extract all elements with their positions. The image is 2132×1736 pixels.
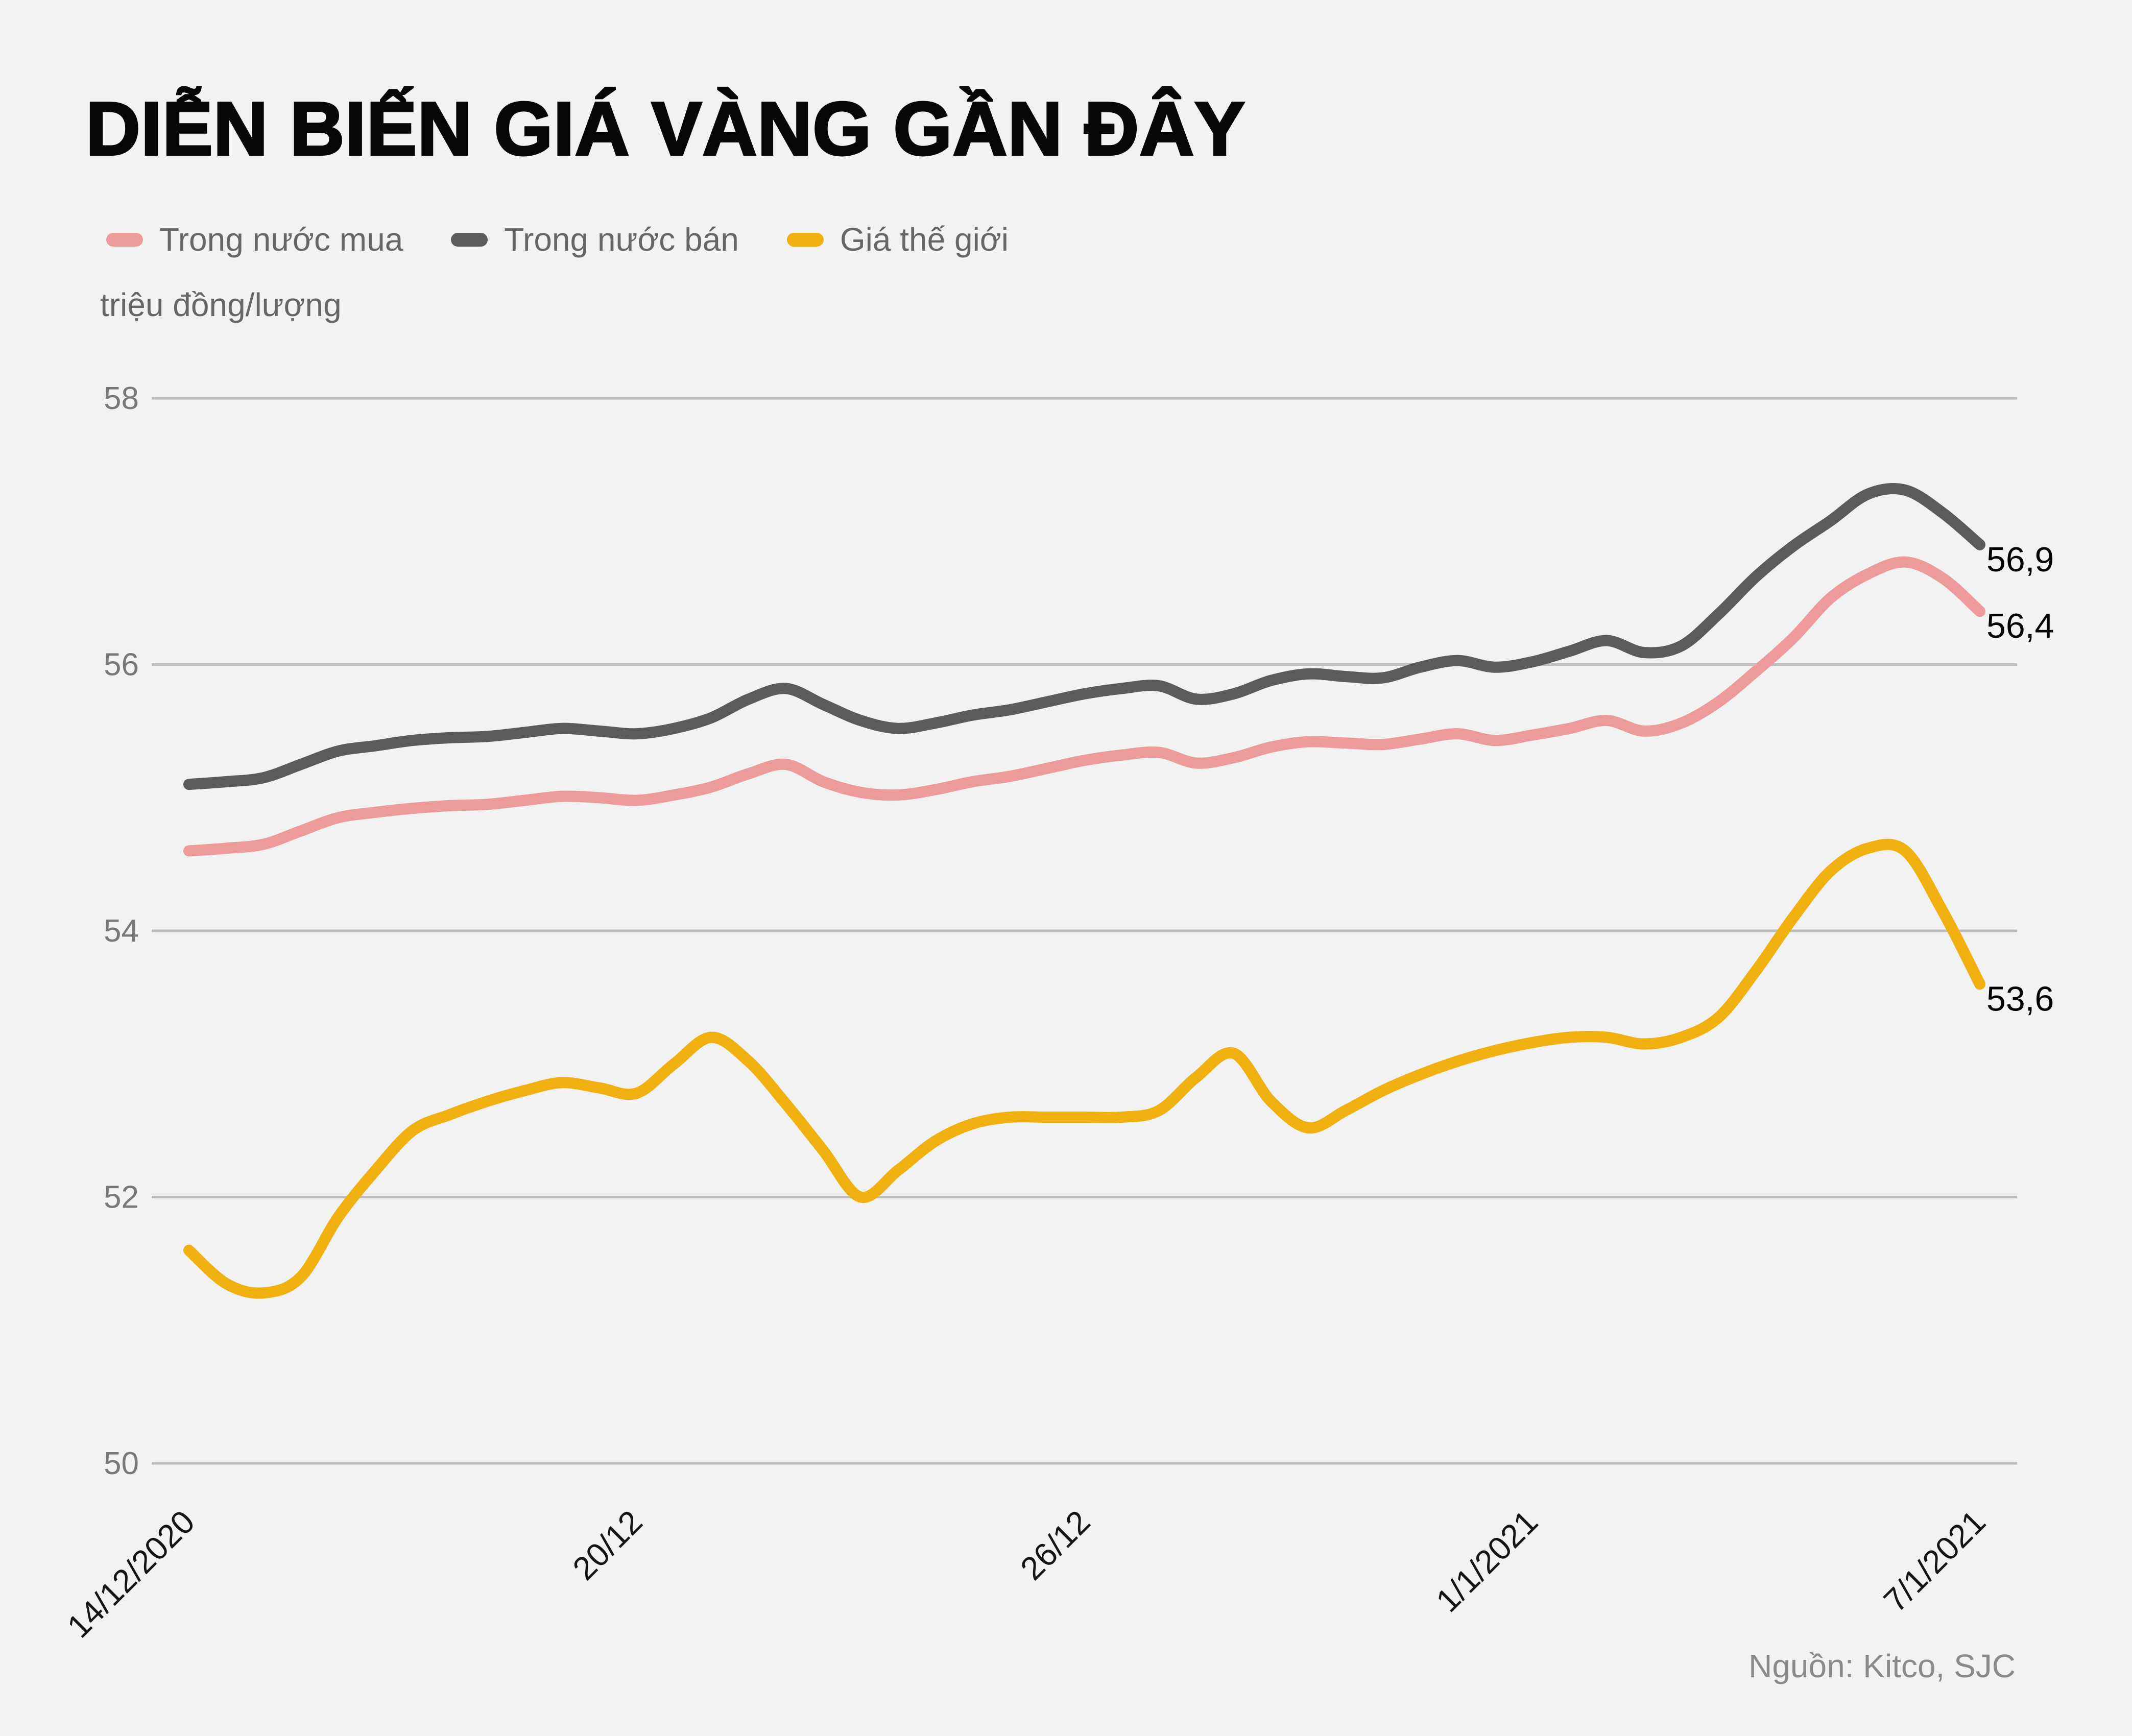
series-end-value-label: 53,6	[1986, 979, 2054, 1018]
y-tick-label-58: 58	[104, 381, 139, 416]
legend-marker-icon	[786, 232, 824, 247]
series-end-value-label: 56,9	[1986, 540, 2054, 579]
legend-item-0: Trong nước mua	[106, 221, 403, 258]
series-line-2	[183, 838, 1985, 1299]
y-tick-label-50: 50	[104, 1446, 139, 1481]
legend-item-2: Giá thế giới	[786, 221, 1009, 258]
legend-marker-icon	[451, 232, 488, 247]
legend-label: Giá thế giới	[840, 221, 1009, 258]
legend: Trong nước mua Trong nước bán Giá thế giới	[106, 221, 1009, 258]
legend-label: Trong nước bán	[504, 221, 739, 258]
x-tick-label: 14/12/2020	[60, 1503, 201, 1645]
legend-marker-icon	[106, 232, 143, 247]
x-tick-label: 7/1/2021	[1877, 1503, 1993, 1619]
series-line-1	[183, 483, 1985, 790]
series-end-value-label: 56,4	[1986, 607, 2054, 645]
series-line-0	[183, 556, 1985, 857]
legend-label: Trong nước mua	[159, 221, 403, 258]
x-tick-label: 1/1/2021	[1429, 1503, 1545, 1619]
page-title: DIỄN BIẾN GIÁ VÀNG GẦN ĐÂY	[85, 86, 1246, 172]
y-tick-label-52: 52	[104, 1180, 139, 1215]
y-tick-label-54: 54	[104, 913, 139, 949]
y-tick-label-56: 56	[104, 647, 139, 683]
source-credit: Nguồn: Kitco, SJC	[1748, 1648, 2016, 1684]
x-tick-label: 26/12	[1013, 1503, 1097, 1587]
y-axis-unit-label: triệu đồng/lượng	[100, 286, 342, 323]
legend-item-1: Trong nước bán	[451, 221, 739, 258]
x-tick-label: 20/12	[566, 1503, 650, 1587]
